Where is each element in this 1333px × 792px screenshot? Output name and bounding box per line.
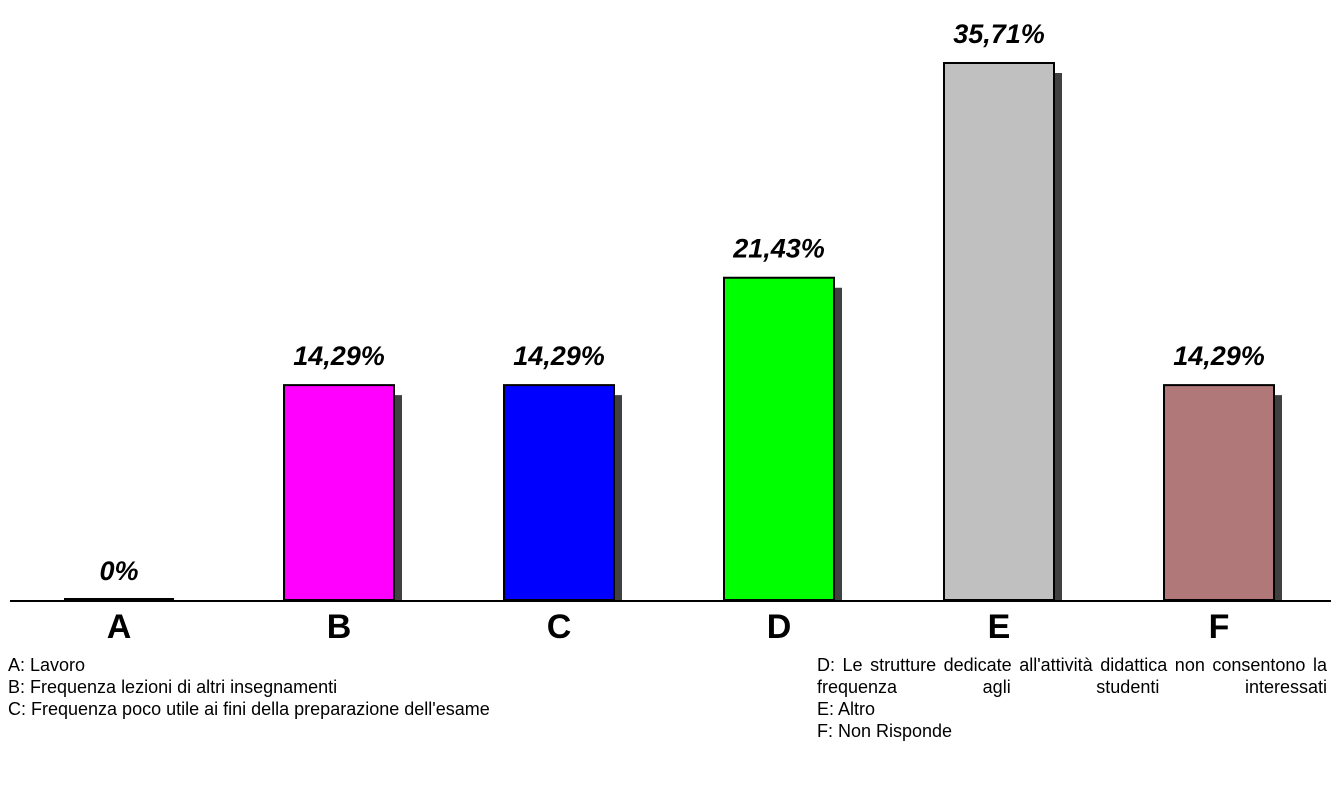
bar-b	[283, 384, 395, 601]
legend-item-e: E: Altro	[817, 699, 876, 719]
legend-item-d: D: Le strutture dedicate all'attività di…	[817, 655, 1327, 697]
bar-d	[723, 276, 835, 601]
data-label-a: 0%	[99, 556, 138, 586]
data-label-e: 35,71%	[953, 19, 1045, 49]
bar-c	[503, 384, 615, 601]
bar-e	[943, 62, 1055, 601]
x-tick-label-f: F	[1209, 608, 1230, 646]
x-tick-label-c: C	[547, 608, 572, 646]
x-tick-label-b: B	[327, 608, 352, 646]
x-tick-label-d: D	[767, 608, 792, 646]
legend-left: A: Lavoro B: Frequenza lezioni di altri …	[8, 654, 490, 720]
data-label-d: 21,43%	[732, 234, 825, 264]
x-tick-label-e: E	[988, 608, 1011, 646]
x-tick-label-a: A	[107, 608, 132, 646]
legend-right: D: Le strutture dedicate all'attività di…	[817, 654, 1327, 742]
data-label-c: 14,29%	[513, 341, 605, 371]
data-label-b: 14,29%	[293, 341, 385, 371]
legend-item-c: C: Frequenza poco utile ai fini della pr…	[8, 699, 490, 719]
data-label-f: 14,29%	[1173, 341, 1265, 371]
legend-item-a: A: Lavoro	[8, 655, 86, 675]
bar-f	[1163, 384, 1275, 601]
bar-a	[64, 598, 174, 600]
bar-chart: 0% A 14,29% B 14,29% C 21,43% D 35,71% E 14,29% F	[10, 19, 1331, 646]
legend-item-b: B: Frequenza lezioni di altri insegnamen…	[8, 677, 338, 697]
legend-item-f: F: Non Risponde	[817, 721, 953, 741]
